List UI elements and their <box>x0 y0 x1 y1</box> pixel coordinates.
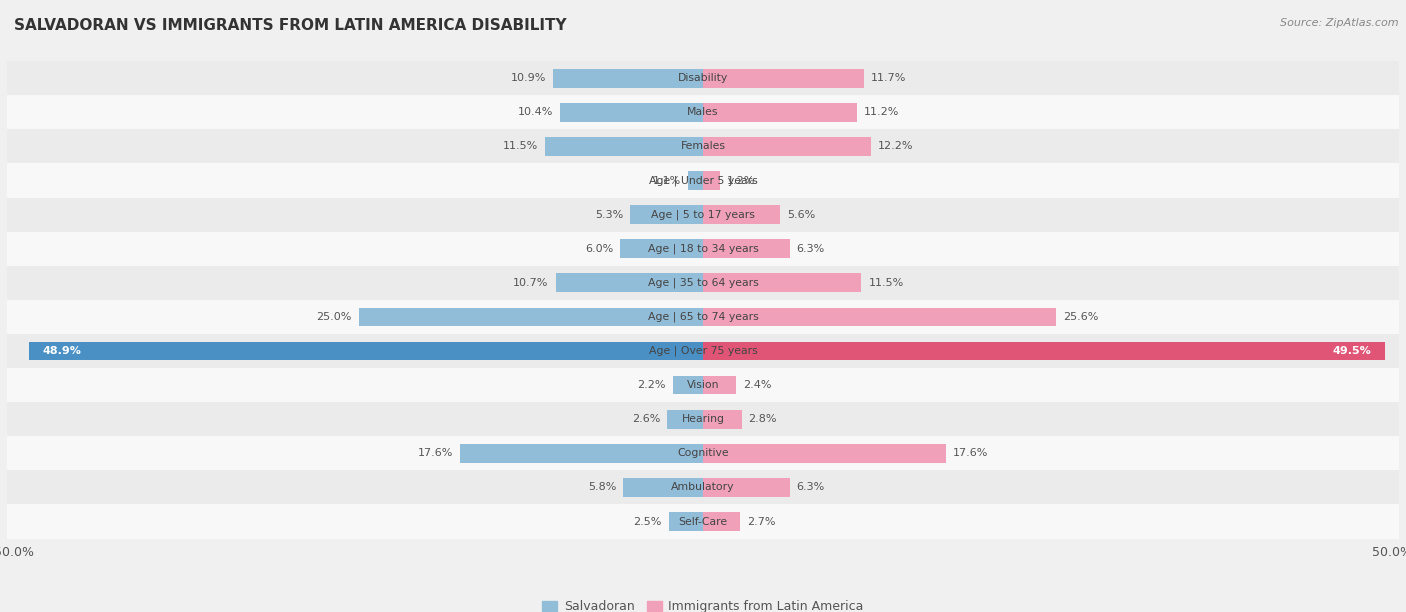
Text: 10.9%: 10.9% <box>510 73 546 83</box>
Bar <box>7 129 1399 163</box>
Text: 1.2%: 1.2% <box>727 176 755 185</box>
Text: Age | 5 to 17 years: Age | 5 to 17 years <box>651 209 755 220</box>
Text: 2.2%: 2.2% <box>637 380 666 390</box>
Text: Age | 35 to 64 years: Age | 35 to 64 years <box>648 278 758 288</box>
Bar <box>668 410 703 428</box>
Text: 11.7%: 11.7% <box>872 73 907 83</box>
Bar <box>703 376 737 395</box>
Bar <box>7 163 1399 198</box>
Bar <box>669 512 703 531</box>
Text: 10.4%: 10.4% <box>517 107 553 118</box>
Bar <box>703 308 1056 326</box>
Text: Cognitive: Cognitive <box>678 449 728 458</box>
Text: Source: ZipAtlas.com: Source: ZipAtlas.com <box>1281 18 1399 28</box>
Text: 5.6%: 5.6% <box>787 210 815 220</box>
Bar <box>461 444 703 463</box>
Text: 5.3%: 5.3% <box>595 210 623 220</box>
Text: 6.3%: 6.3% <box>797 244 825 254</box>
Text: 2.5%: 2.5% <box>633 517 662 526</box>
Text: 2.4%: 2.4% <box>742 380 772 390</box>
Text: 25.0%: 25.0% <box>316 312 352 322</box>
Bar <box>703 410 741 428</box>
Text: 48.9%: 48.9% <box>44 346 82 356</box>
Text: 11.5%: 11.5% <box>869 278 904 288</box>
Bar <box>7 471 1399 504</box>
Bar <box>703 274 862 292</box>
Bar <box>30 341 703 360</box>
Bar <box>7 504 1399 539</box>
Text: Ambulatory: Ambulatory <box>671 482 735 493</box>
Text: 5.8%: 5.8% <box>588 482 616 493</box>
Text: Hearing: Hearing <box>682 414 724 424</box>
Bar <box>703 171 720 190</box>
Text: Vision: Vision <box>686 380 720 390</box>
Bar <box>7 368 1399 402</box>
Bar <box>623 478 703 497</box>
Bar <box>553 69 703 88</box>
Bar <box>544 137 703 156</box>
Text: Age | 65 to 74 years: Age | 65 to 74 years <box>648 312 758 322</box>
Bar <box>620 239 703 258</box>
Text: 25.6%: 25.6% <box>1063 312 1098 322</box>
Bar <box>703 137 872 156</box>
Bar <box>560 103 703 122</box>
Legend: Salvadoran, Immigrants from Latin America: Salvadoran, Immigrants from Latin Americ… <box>537 595 869 612</box>
Text: 6.3%: 6.3% <box>797 482 825 493</box>
Bar <box>672 376 703 395</box>
Text: Age | 18 to 34 years: Age | 18 to 34 years <box>648 244 758 254</box>
Text: SALVADORAN VS IMMIGRANTS FROM LATIN AMERICA DISABILITY: SALVADORAN VS IMMIGRANTS FROM LATIN AMER… <box>14 18 567 34</box>
Text: 2.8%: 2.8% <box>748 414 778 424</box>
Text: Age | Under 5 years: Age | Under 5 years <box>648 175 758 186</box>
Bar <box>688 171 703 190</box>
Bar <box>703 444 945 463</box>
Text: Self-Care: Self-Care <box>679 517 727 526</box>
Text: 12.2%: 12.2% <box>877 141 914 151</box>
Bar <box>703 341 1385 360</box>
Bar <box>7 436 1399 471</box>
Text: 6.0%: 6.0% <box>585 244 613 254</box>
Bar <box>703 239 790 258</box>
Text: 2.7%: 2.7% <box>747 517 776 526</box>
Text: 10.7%: 10.7% <box>513 278 548 288</box>
Text: Males: Males <box>688 107 718 118</box>
Text: 1.1%: 1.1% <box>652 176 681 185</box>
Text: 11.2%: 11.2% <box>865 107 900 118</box>
Bar <box>703 69 865 88</box>
Bar <box>7 198 1399 232</box>
Bar <box>359 308 703 326</box>
Text: Disability: Disability <box>678 73 728 83</box>
Bar <box>630 205 703 224</box>
Bar <box>7 61 1399 95</box>
Text: 17.6%: 17.6% <box>952 449 988 458</box>
Text: Age | Over 75 years: Age | Over 75 years <box>648 346 758 356</box>
Bar <box>7 232 1399 266</box>
Bar <box>7 300 1399 334</box>
Bar <box>7 334 1399 368</box>
Bar <box>7 402 1399 436</box>
Bar <box>7 266 1399 300</box>
Bar <box>703 205 780 224</box>
Text: 49.5%: 49.5% <box>1333 346 1371 356</box>
Bar <box>703 512 740 531</box>
Bar <box>7 95 1399 129</box>
Bar <box>555 274 703 292</box>
Bar <box>703 103 858 122</box>
Bar <box>703 478 790 497</box>
Text: 2.6%: 2.6% <box>631 414 661 424</box>
Text: 17.6%: 17.6% <box>418 449 454 458</box>
Text: 11.5%: 11.5% <box>502 141 537 151</box>
Text: Females: Females <box>681 141 725 151</box>
